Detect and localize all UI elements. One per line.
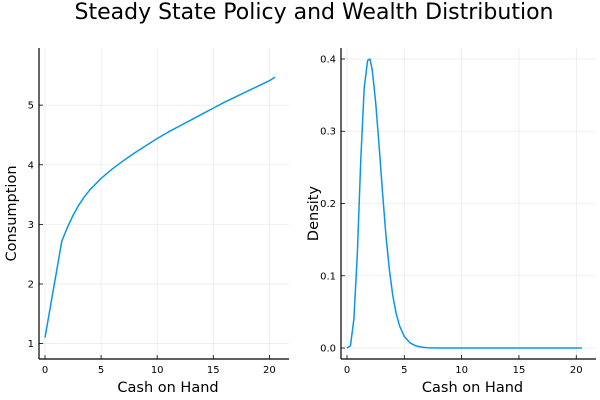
density-x-tick-label: 15 (513, 365, 526, 376)
consumption-panel: 0 5 10 15 20 1 2 3 4 5 Cash on Hand Consumption (4, 48, 289, 396)
density-y-axis-label: Density (306, 186, 322, 242)
density-series-line (346, 58, 582, 349)
density-panel: 0 5 10 15 20 0.0 0.1 0.2 0.3 0.4 Cash on Hand Den… (306, 48, 596, 396)
density-y-tick-label: 0.2 (320, 199, 336, 210)
consumption-y-tick-label: 5 (28, 101, 34, 112)
consumption-x-tick-label: 0 (42, 365, 48, 376)
density-x-axis-label: Cash on Hand (422, 380, 523, 396)
consumption-x-tick-label: 5 (98, 365, 104, 376)
density-y-tick-label: 0.1 (320, 271, 336, 282)
density-y-tick-label: 0.4 (320, 54, 336, 65)
consumption-y-axis-label: Consumption (4, 165, 20, 261)
figure-title: Steady State Policy and Wealth Distribut… (75, 0, 554, 25)
consumption-y-tick-label: 3 (28, 220, 34, 231)
density-x-tick-label: 5 (401, 365, 407, 376)
consumption-y-tick-label: 4 (28, 160, 34, 171)
density-x-tick-label: 10 (455, 365, 468, 376)
consumption-y-tick-label: 2 (28, 279, 34, 290)
density-y-tick-label: 0.0 (320, 344, 336, 355)
consumption-x-tick-label: 15 (207, 365, 220, 376)
consumption-x-tick-label: 20 (263, 365, 276, 376)
density-x-tick-label: 20 (570, 365, 583, 376)
density-grid (341, 48, 596, 359)
density-x-tick-label: 0 (344, 365, 350, 376)
consumption-y-tick-label: 1 (28, 339, 34, 350)
consumption-x-tick-label: 10 (151, 365, 164, 376)
consumption-ticks: 0 5 10 15 20 1 2 3 4 5 (28, 101, 276, 376)
density-y-tick-label: 0.3 (320, 127, 336, 138)
consumption-grid (39, 48, 289, 359)
consumption-series-line (44, 76, 276, 338)
density-ticks: 0 5 10 15 20 0.0 0.1 0.2 0.3 0.4 (320, 54, 583, 376)
consumption-x-axis-label: Cash on Hand (117, 380, 218, 396)
